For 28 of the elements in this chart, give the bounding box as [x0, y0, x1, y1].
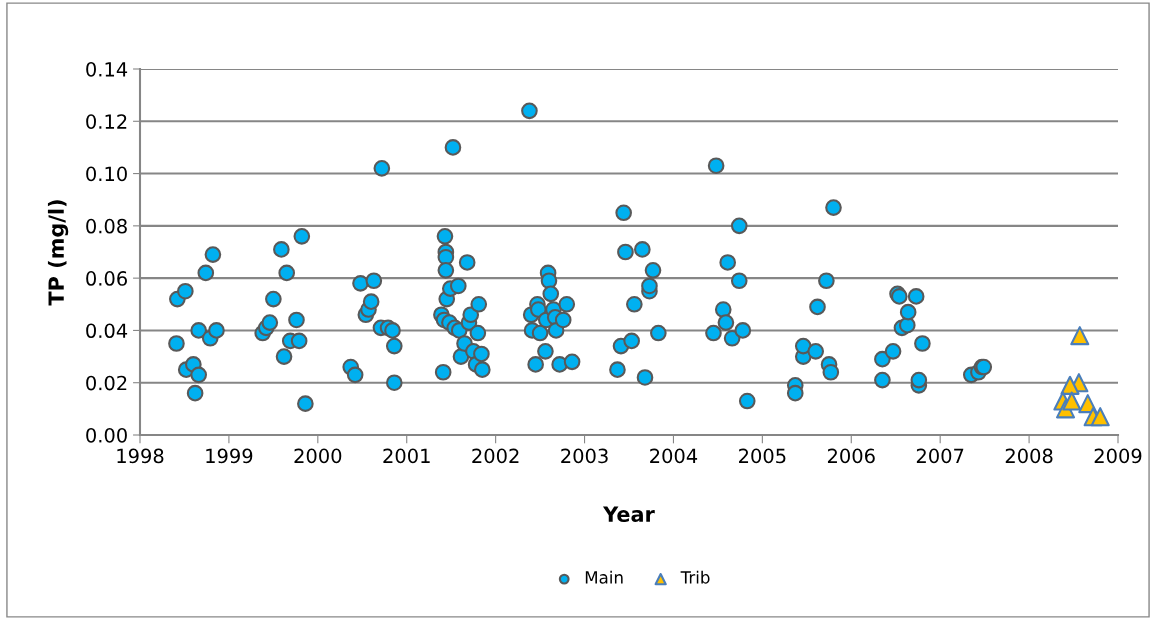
y-tick-label: 0.12 — [86, 114, 127, 129]
y-tick-label: 0.08 — [86, 218, 127, 234]
point — [1062, 391, 1082, 411]
x-tick-label: 2006 — [827, 448, 875, 464]
x-tick-label: 2008 — [1005, 448, 1053, 464]
y-tick-label: 0.10 — [86, 166, 127, 182]
y-tick-label: 0.14 — [86, 61, 128, 77]
x-tick-label: 2009 — [1094, 448, 1142, 464]
x-tick-label: 2000 — [294, 448, 342, 464]
legend-label: Trib — [680, 570, 710, 584]
point — [1090, 407, 1110, 427]
y-tick-label: 0.02 — [86, 375, 127, 391]
x-axis-title: Year — [602, 506, 655, 523]
x-tick-label: 2004 — [650, 448, 698, 464]
point — [1070, 326, 1090, 346]
y-axis-title: TP (mg/l) — [47, 200, 69, 306]
legend-label: Main — [585, 570, 623, 584]
x-tick-label: 2002 — [472, 448, 519, 464]
x-tick-label: 1998 — [117, 448, 164, 464]
x-tick-label: 2005 — [739, 448, 786, 464]
y-tick-label: 0.00 — [86, 427, 127, 443]
point — [1060, 375, 1080, 395]
x-tick-label: 2001 — [383, 448, 430, 464]
x-tick-label: 1999 — [206, 448, 253, 464]
x-tick-label: 2003 — [561, 448, 608, 464]
x-tick-label: 2007 — [916, 448, 964, 464]
y-tick-label: 0.04 — [86, 323, 128, 339]
y-tick-label: 0.06 — [86, 271, 127, 286]
